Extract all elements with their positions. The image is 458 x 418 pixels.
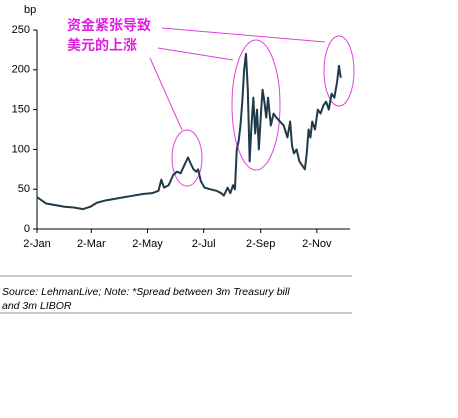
x-tick-label: 2-Sep <box>246 238 275 250</box>
y-tick-label: 200 <box>12 64 30 76</box>
x-tick-label: 2-May <box>132 238 163 250</box>
x-tick-label: 2-Jul <box>192 238 216 250</box>
y-tick-label: 150 <box>12 104 30 116</box>
y-tick-label: 0 <box>24 223 30 235</box>
source-note: Source: LehmanLive; Note: *Spread betwee… <box>2 286 290 298</box>
x-tick-label: 2-Jan <box>23 238 51 250</box>
source-note: and 3m LIBOR <box>2 300 72 312</box>
annotation: 资金紧张导致 <box>67 15 151 35</box>
annotation-shapes <box>149 27 355 187</box>
annotation: 美元的上涨 <box>67 35 137 55</box>
y-axis-label: bp <box>24 4 36 16</box>
y-tick-label: 250 <box>12 24 30 36</box>
y-tick-label: 50 <box>18 183 30 195</box>
x-tick-label: 2-Nov <box>302 238 332 250</box>
y-tick-label: 100 <box>12 143 30 155</box>
x-tick-label: 2-Mar <box>77 238 106 250</box>
data-line <box>36 52 342 211</box>
